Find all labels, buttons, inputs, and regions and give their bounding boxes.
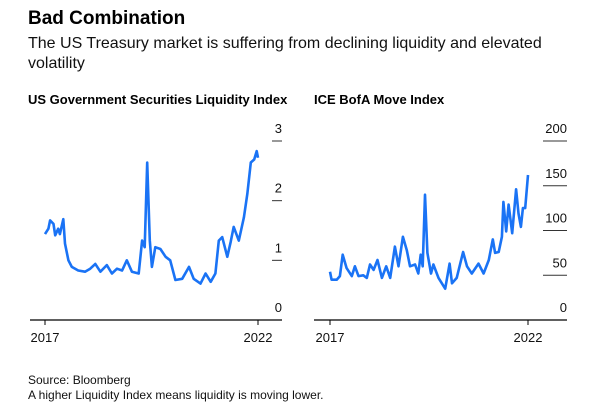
panel-title-move: ICE BofA Move Index [314,92,445,107]
y-tick-label: 50 [553,255,567,270]
y-tick-label: 200 [545,121,567,136]
panel-title-liquidity: US Government Securities Liquidity Index [28,92,288,107]
x-tick-label: 2022 [514,330,543,345]
chart-title: Bad Combination [28,8,186,29]
x-tick-label: 2017 [31,330,60,345]
y-tick-label: 2 [275,181,282,196]
y-tick-label: 1 [275,240,282,255]
footnote: A higher Liquidity Index means liquidity… [28,388,324,402]
y-tick-label: 0 [560,300,567,315]
y-tick-label: 3 [275,121,282,136]
series-line [328,174,530,291]
y-tick-label: 150 [545,166,567,181]
source-note: Source: Bloomberg [28,373,131,387]
y-tick-label: 0 [275,300,282,315]
chart-subtitle: The US Treasury market is suffering from… [28,35,542,72]
y-tick-label: 100 [545,211,567,226]
x-tick-label: 2017 [316,330,345,345]
series-line [43,149,260,285]
x-tick-label: 2022 [244,330,273,345]
